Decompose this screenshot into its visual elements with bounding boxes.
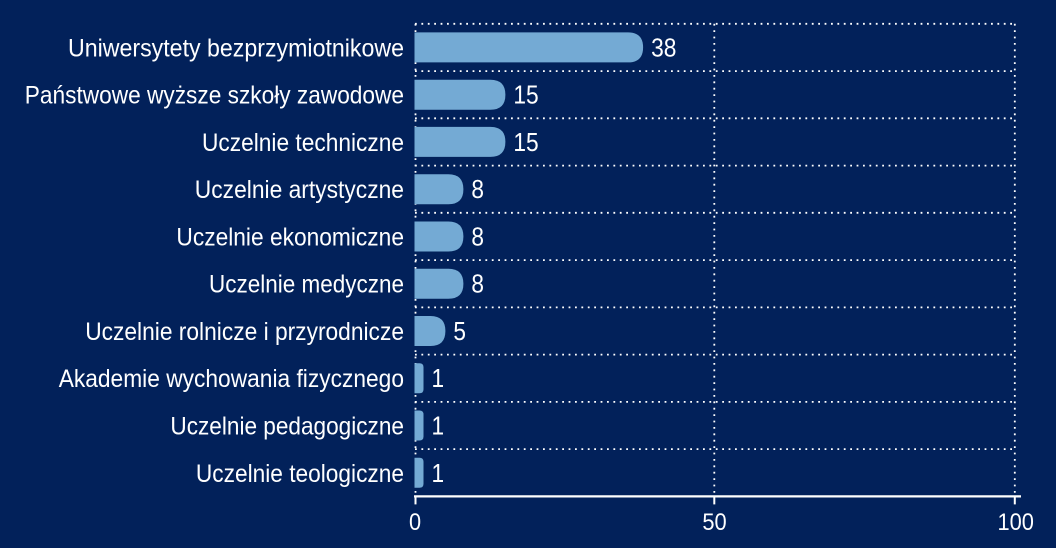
svg-text:Uczelnie ekonomiczne: Uczelnie ekonomiczne (176, 224, 404, 252)
svg-text:8: 8 (471, 269, 484, 299)
svg-text:Uczelnie teologiczne: Uczelnie teologiczne (196, 460, 404, 488)
svg-text:Uniwersytety bezprzymiotnikowe: Uniwersytety bezprzymiotnikowe (68, 34, 404, 62)
svg-text:8: 8 (471, 222, 484, 252)
svg-text:Uczelnie artystyczne: Uczelnie artystyczne (195, 176, 404, 204)
svg-text:Państwowe wyższe szkoły zawodo: Państwowe wyższe szkoły zawodowe (25, 82, 404, 110)
svg-text:15: 15 (513, 127, 538, 157)
svg-text:1: 1 (432, 411, 445, 441)
svg-text:Uczelnie pedagogiczne: Uczelnie pedagogiczne (170, 413, 404, 441)
svg-text:Uczelnie medyczne: Uczelnie medyczne (209, 271, 404, 299)
svg-text:Akademie wychowania fizycznego: Akademie wychowania fizycznego (59, 365, 404, 393)
svg-text:8: 8 (471, 174, 484, 204)
svg-text:0: 0 (409, 509, 421, 536)
svg-text:Uczelnie rolnicze i przyrodnic: Uczelnie rolnicze i przyrodnicze (85, 318, 404, 346)
svg-text:15: 15 (513, 80, 538, 110)
svg-text:Uczelnie techniczne: Uczelnie techniczne (202, 129, 404, 157)
svg-text:100: 100 (998, 509, 1034, 536)
svg-text:1: 1 (432, 363, 445, 393)
svg-text:50: 50 (702, 509, 726, 536)
svg-text:1: 1 (432, 458, 445, 488)
svg-text:5: 5 (453, 316, 466, 346)
svg-text:38: 38 (651, 32, 676, 62)
